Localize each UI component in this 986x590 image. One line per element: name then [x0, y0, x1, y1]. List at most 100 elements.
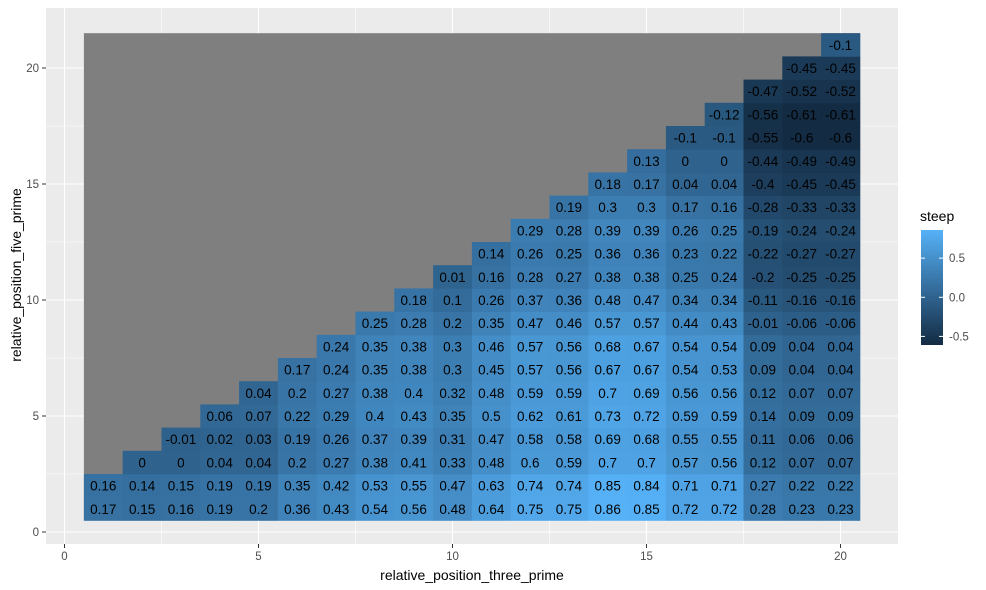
cell-value-label: 0.06 [827, 432, 853, 447]
heatmap-cell [510, 311, 550, 336]
cell-value-label: -0.33 [825, 200, 856, 215]
heatmap-cell [394, 358, 434, 382]
cell-value-label: 0.23 [827, 502, 853, 517]
cell-value-label: 0.57 [517, 339, 543, 354]
cell-value-label: -0.52 [786, 84, 817, 99]
heatmap-cell [588, 358, 628, 382]
heatmap-cell [821, 33, 861, 57]
heatmap-cell [510, 288, 550, 312]
cell-value-label: 0.16 [90, 479, 116, 494]
cell-value-label: -0.06 [825, 316, 856, 331]
cell-value-label: 0.04 [827, 363, 854, 378]
cell-value-label: 0.14 [129, 479, 156, 494]
heatmap-cell [433, 288, 473, 312]
cell-value-label: 0.35 [478, 316, 504, 331]
cell-value-label: -0.1 [829, 38, 852, 53]
heatmap-cell [355, 427, 395, 452]
heatmap-cell [316, 497, 356, 521]
cell-value-label: 0.24 [711, 270, 738, 285]
heatmap-cell [588, 474, 628, 498]
cell-value-label: 0.56 [711, 455, 737, 470]
heatmap-cell [782, 474, 822, 498]
heatmap-cell [433, 358, 473, 382]
cell-value-label: 0.04 [789, 339, 816, 354]
heatmap-cell [277, 381, 318, 405]
cell-value-label: 0.54 [672, 363, 699, 378]
cell-value-label: -0.24 [825, 223, 856, 238]
cell-value-label: 0.58 [517, 432, 543, 447]
legend-ticks: 0.5 0.0 -0.5 [921, 253, 969, 343]
x-tick-label: 20 [834, 551, 847, 563]
cell-value-label: 0.57 [633, 316, 659, 331]
heatmap-cell [394, 497, 434, 521]
heatmap-cell [821, 195, 861, 220]
cell-value-label: 0.36 [633, 247, 659, 262]
heatmap-cell [394, 404, 434, 428]
heatmap-cell [782, 427, 822, 452]
cell-value-label: 0.59 [517, 386, 543, 401]
cell-value-label: 0.56 [711, 386, 737, 401]
heatmap-cell [743, 218, 783, 243]
heatmap-cell [665, 172, 706, 196]
cell-value-label: 0.39 [595, 223, 621, 238]
cell-value-label: 0.57 [672, 455, 698, 470]
cell-value-label: 0.1 [443, 293, 462, 308]
cell-value-label: 0.19 [284, 432, 310, 447]
heatmap-cell [665, 126, 706, 150]
cell-value-label: -0.2 [751, 270, 774, 285]
cell-value-label: 0.67 [633, 339, 659, 354]
cell-value-label: 0.54 [711, 339, 738, 354]
heatmap-cell [200, 404, 240, 428]
heatmap-cell [627, 334, 667, 359]
cell-value-label: 0.35 [439, 409, 465, 424]
heatmap-cell [782, 242, 822, 266]
cell-value-label: 0.3 [598, 200, 617, 215]
heatmap-cell [549, 427, 589, 452]
cell-value-label: 0.37 [517, 293, 543, 308]
heatmap-cell [743, 381, 783, 405]
cell-value-label: 0.27 [323, 455, 349, 470]
heatmap-cell [510, 427, 550, 452]
cell-value-label: 0.47 [439, 479, 465, 494]
cell-value-label: -0.44 [748, 154, 779, 169]
heatmap-cell [316, 474, 356, 498]
cell-value-label: 0.12 [750, 386, 776, 401]
cell-value-label: -0.16 [825, 293, 856, 308]
heatmap-cell [433, 381, 473, 405]
x-axis-ticks: 0 5 10 15 20 [61, 544, 847, 563]
cell-value-label: 0.23 [672, 247, 698, 262]
heatmap-cell [743, 427, 783, 452]
cell-value-label: 0.35 [284, 479, 310, 494]
heatmap-cell [743, 79, 783, 104]
heatmap-cell [471, 311, 512, 336]
cell-value-label: 0.53 [711, 363, 737, 378]
heatmap-cell [821, 265, 861, 289]
cell-value-label: 0.43 [323, 502, 349, 517]
heatmap-cell [588, 427, 628, 452]
heatmap-cell [627, 288, 667, 312]
cell-value-label: 0.29 [517, 223, 543, 238]
heatmap-cell [704, 195, 744, 220]
cell-value-label: 0.03 [245, 432, 271, 447]
cell-value-label: 0.34 [711, 293, 738, 308]
heatmap-cell [743, 102, 783, 127]
cell-value-label: 0.15 [168, 479, 194, 494]
heatmap-cell [704, 450, 744, 475]
y-axis-title: relative_position_five_prime [8, 188, 24, 362]
cell-value-label: 0.74 [556, 479, 583, 494]
heatmap-cell [161, 497, 201, 521]
cell-value-label: 0.47 [478, 432, 504, 447]
heatmap-cell [239, 474, 279, 498]
heatmap-cell [782, 79, 822, 104]
color-legend: steep 0.5 0.0 -0.5 [920, 208, 969, 345]
heatmap-cell [122, 497, 162, 521]
heatmap-cell [471, 288, 512, 312]
heatmap-cell [588, 497, 628, 521]
cell-value-label: 0.56 [672, 386, 698, 401]
cell-value-label: -0.49 [825, 154, 856, 169]
cell-value-label: 0.61 [556, 409, 582, 424]
cell-value-label: -0.16 [786, 293, 817, 308]
heatmap-cell [510, 334, 550, 359]
heatmap-cell [588, 450, 628, 475]
cell-value-label: 0.69 [595, 432, 621, 447]
